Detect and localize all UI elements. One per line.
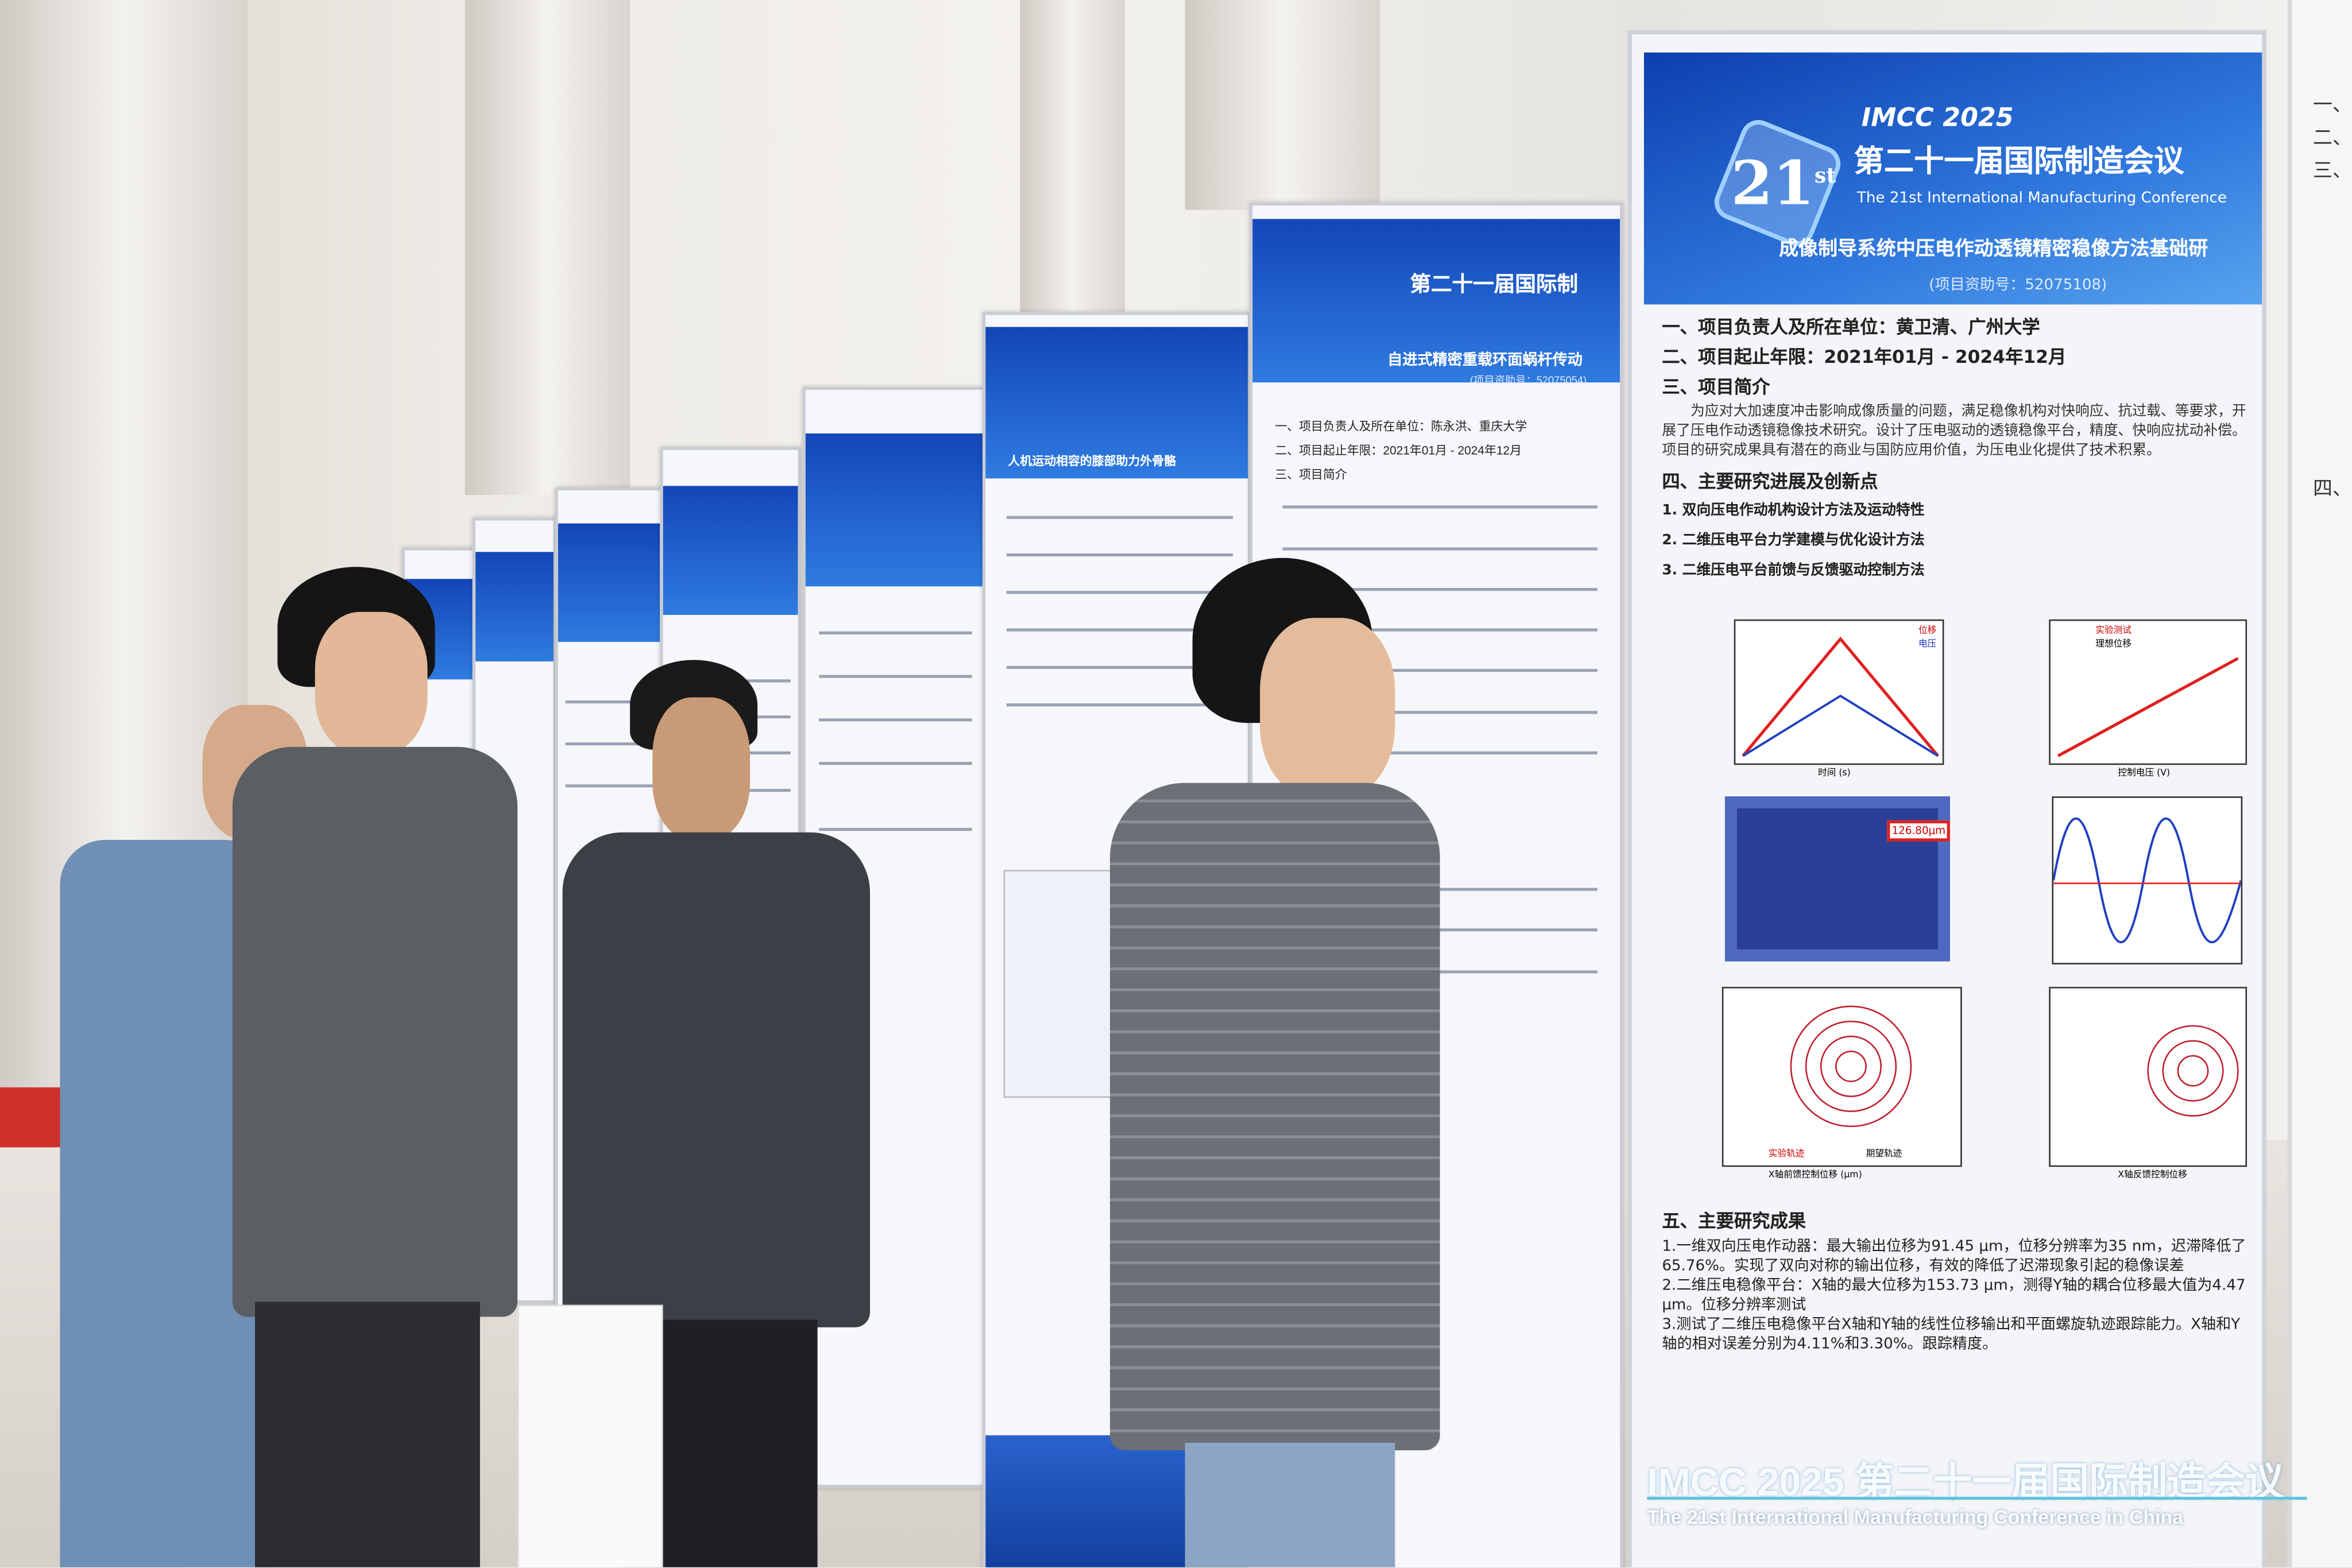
poster-edge-right: 一、 二、 三、 四、: [2287, 0, 2352, 1567]
intro-heading: 三、项目简介: [1662, 376, 1770, 398]
badge-number: 21st: [1731, 148, 1836, 219]
progress-item: 1. 双向压电作动机构设计方法及运动特性: [1662, 502, 1925, 519]
person-grey-blazer: [225, 567, 525, 1567]
poster-intro-heading: 三、项目简介: [1275, 468, 1347, 482]
main-poster: 21st IMCC 2025 第二十一届国际制造会议 The 21st Inte…: [1627, 30, 2267, 1567]
progress-item: 2. 二维压电平台力学建模与优化设计方法: [1662, 532, 1925, 549]
poster-grant: (项目资助号：52075054): [1469, 376, 1587, 387]
poster-title-cn: 第二十一届国际制: [1410, 271, 1579, 296]
poster-leader: 一、项目负责人及所在单位：陈永洪、重庆大学: [1275, 420, 1527, 433]
person-plaid-blazer: [1110, 557, 1455, 1567]
poster-header: 21st IMCC 2025 第二十一届国际制造会议 The 21st Inte…: [1643, 52, 2262, 305]
person-dark-jacket: [517, 660, 871, 1567]
legend-desired-trajectory: 期望轨迹: [1866, 1148, 1902, 1160]
axis-label-feedforward: X轴前馈控制位移 (μm): [1768, 1170, 1862, 1180]
legend-ideal: 理想位移: [2095, 638, 2132, 650]
pillar: [1020, 0, 1125, 315]
annotation-displacement: 126.80μm: [1887, 820, 1950, 842]
axis-label-control-voltage: 控制电压 (V): [2118, 768, 2171, 779]
period: 二、项目起止年限：2021年01月 - 2024年12月: [1662, 346, 2067, 367]
figure-sine-tracking: [2052, 796, 2243, 965]
progress-heading: 四、主要研究进展及创新点: [1662, 471, 1878, 492]
figure-displacement-voltage: 位移 电压 时间 (s): [1734, 619, 1944, 779]
shopping-bag: [517, 1304, 663, 1567]
result-item: 2.二维压电稳像平台：X轴的最大位移为153.73 μm，测得Y轴的耦合位移最大…: [1662, 1277, 2246, 1314]
leader: 一、项目负责人及所在单位：黄卫清、广州大学: [1662, 316, 2040, 338]
poster-period: 二、项目起止年限：2021年01月 - 2024年12月: [1275, 444, 1522, 458]
intro-text: 为应对大加速度冲击影响成像质量的问题，满足稳像机构对快响应、抗过载、等要求，开展…: [1662, 403, 2246, 459]
legend-experiment-trajectory: 实验轨迹: [1768, 1148, 1805, 1160]
result-item: 3.测试了二维压电稳像平台X轴和Y轴的线性位移输出和平面螺旋轨迹跟踪能力。X轴和…: [1662, 1317, 2241, 1353]
watermark-divider: [1647, 1496, 2307, 1500]
axis-label-feedback: X轴反馈控制位移: [2118, 1170, 2187, 1180]
legend-experiment: 实验测试: [2095, 625, 2132, 636]
figure-spiral-feedback: X轴反馈控制位移: [2049, 986, 2247, 1180]
imcc-logo: IMCC 2025: [1861, 103, 2014, 134]
result-item: 1.一维双向压电作动器：最大输出位移为91.45 μm，位移分辨率为35 nm，…: [1662, 1238, 2246, 1275]
project-title: 成像制导系统中压电作动透镜精密稳像方法基础研: [1779, 238, 2208, 261]
progress-item: 3. 二维压电平台前馈与反馈驱动控制方法: [1662, 562, 1925, 579]
pillar: [1185, 0, 1380, 210]
edge-line: 四、: [2313, 478, 2352, 501]
poster-title: 人机运动相容的膝部助力外骨骼: [1008, 454, 1176, 469]
pillar: [465, 0, 630, 495]
legend-voltage: 电压: [1918, 638, 1937, 650]
edge-line: 一、: [2313, 94, 2352, 117]
results-heading: 五、主要研究成果: [1662, 1210, 1806, 1232]
grant-number: (项目资助号：52075108): [1929, 277, 2107, 294]
poster-project-title: 自进式精密重载环面蜗杆传动: [1387, 352, 1583, 369]
figure-spiral-feedforward: 实验轨迹 期望轨迹 X轴前馈控制位移 (μm): [1722, 986, 1962, 1180]
figure-linearity: 实验测试 理想位移 控制电压 (V): [2049, 619, 2247, 779]
conference-title-en: The 21st International Manufacturing Con…: [1856, 190, 2227, 207]
edge-line: 二、: [2313, 127, 2352, 150]
conference-title-cn: 第二十一届国际制造会议: [1854, 142, 2184, 179]
figure-platform-model: 126.80μm: [1725, 796, 1950, 962]
legend-displacement: 位移: [1918, 625, 1937, 636]
axis-label-time: 时间 (s): [1817, 768, 1851, 779]
watermark-subtitle: The 21st International Manufacturing Con…: [1647, 1505, 2184, 1528]
edge-line: 三、: [2313, 160, 2352, 183]
